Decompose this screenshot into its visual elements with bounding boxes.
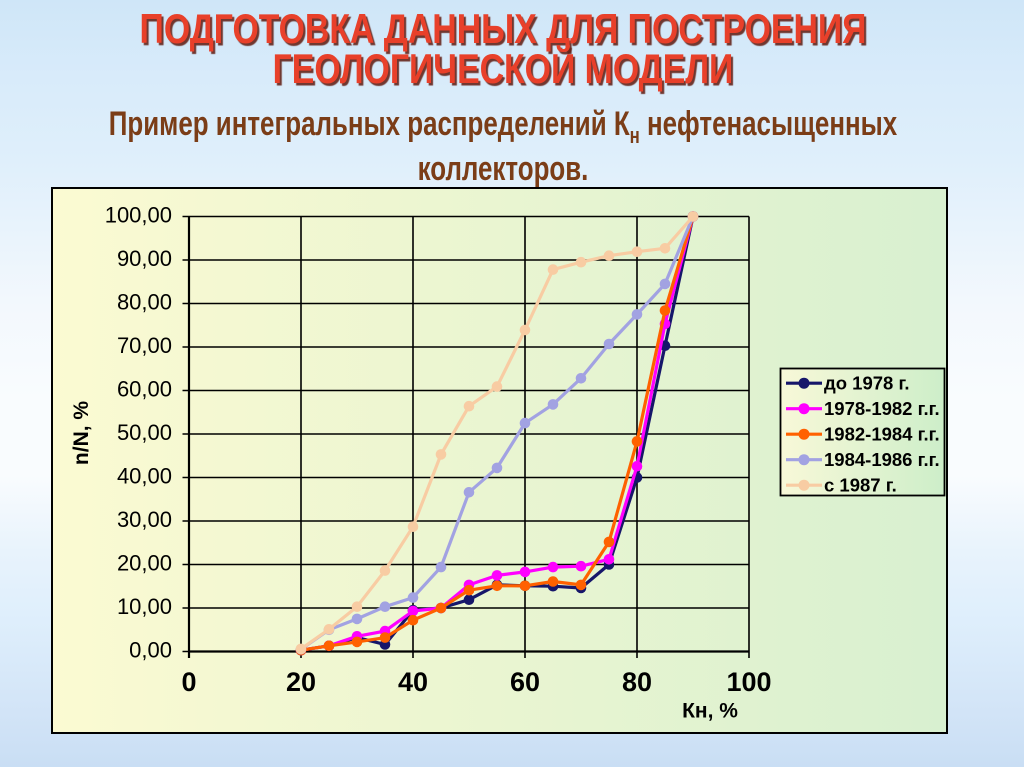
svg-text:1978-1982 г.г.: 1978-1982 г.г. bbox=[824, 398, 940, 419]
svg-text:60: 60 bbox=[510, 667, 540, 697]
svg-text:1984-1986 г.г.: 1984-1986 г.г. bbox=[824, 449, 940, 470]
svg-text:50,00: 50,00 bbox=[117, 420, 172, 445]
svg-text:n/N, %: n/N, % bbox=[70, 401, 93, 465]
svg-text:90,00: 90,00 bbox=[117, 246, 172, 271]
svg-text:1982-1984 г.г.: 1982-1984 г.г. bbox=[824, 423, 940, 444]
svg-text:Кн, %: Кн, % bbox=[682, 700, 738, 723]
svg-text:100: 100 bbox=[726, 667, 771, 697]
svg-text:30,00: 30,00 bbox=[117, 507, 172, 532]
svg-text:70,00: 70,00 bbox=[117, 333, 172, 358]
svg-text:с 1987 г.: с 1987 г. bbox=[824, 474, 897, 495]
svg-text:40,00: 40,00 bbox=[117, 464, 172, 489]
svg-text:60,00: 60,00 bbox=[117, 377, 172, 402]
svg-text:20,00: 20,00 bbox=[117, 551, 172, 576]
svg-text:100,00: 100,00 bbox=[105, 203, 172, 228]
svg-text:10,00: 10,00 bbox=[117, 594, 172, 619]
svg-text:0,00: 0,00 bbox=[129, 638, 172, 663]
svg-text:20: 20 bbox=[286, 667, 316, 697]
svg-text:0: 0 bbox=[181, 667, 196, 697]
svg-text:40: 40 bbox=[398, 667, 428, 697]
svg-text:80,00: 80,00 bbox=[117, 290, 172, 315]
svg-text:80: 80 bbox=[622, 667, 652, 697]
svg-text:до 1978 г.: до 1978 г. bbox=[824, 372, 909, 393]
